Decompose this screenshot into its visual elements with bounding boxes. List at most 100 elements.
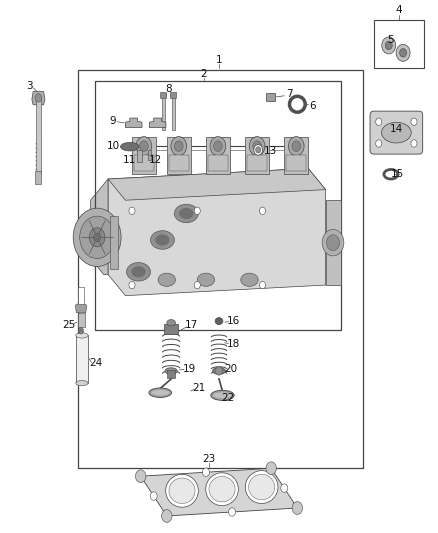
Circle shape [399,49,406,57]
Text: 24: 24 [90,358,103,368]
Circle shape [411,140,417,147]
Circle shape [78,327,84,334]
Bar [286,155,306,171]
Circle shape [253,141,261,151]
Text: 7: 7 [286,89,293,99]
Circle shape [135,470,146,482]
Ellipse shape [241,273,258,286]
Ellipse shape [131,266,146,277]
Circle shape [214,141,222,151]
Circle shape [385,41,392,50]
Circle shape [281,484,288,492]
Circle shape [259,281,265,289]
Text: 10: 10 [107,141,120,151]
Bar [80,329,82,334]
Circle shape [194,281,200,289]
Ellipse shape [158,273,176,286]
Bar [78,287,84,304]
Polygon shape [167,136,191,174]
Bar [325,200,341,285]
Text: 13: 13 [264,146,277,156]
Ellipse shape [197,273,215,286]
Circle shape [216,318,222,324]
Ellipse shape [211,390,234,400]
Bar [110,216,118,269]
Text: 5: 5 [387,35,393,45]
Ellipse shape [213,392,232,398]
Ellipse shape [149,388,172,398]
Text: 6: 6 [309,101,316,111]
Ellipse shape [179,208,194,219]
Text: 12: 12 [149,156,162,165]
Ellipse shape [387,172,395,177]
Ellipse shape [120,142,139,151]
Circle shape [150,492,157,500]
Text: 8: 8 [165,84,172,94]
Circle shape [322,229,344,256]
Circle shape [162,510,172,522]
Polygon shape [32,92,45,105]
Circle shape [292,502,303,514]
Polygon shape [141,469,297,516]
Bar [78,70,363,468]
Polygon shape [125,118,142,127]
Circle shape [215,367,223,375]
Circle shape [249,136,265,156]
Circle shape [202,468,209,477]
Ellipse shape [155,235,170,246]
Text: 15: 15 [391,169,404,179]
Circle shape [292,141,300,151]
Circle shape [266,462,276,474]
Circle shape [73,208,121,266]
Circle shape [376,118,382,125]
Circle shape [288,136,304,156]
Circle shape [35,94,42,102]
Ellipse shape [212,368,226,374]
Text: 1: 1 [215,55,223,64]
Text: 11: 11 [123,156,136,165]
Ellipse shape [169,478,195,504]
Circle shape [129,281,135,289]
Polygon shape [108,168,325,200]
Circle shape [376,140,382,147]
Bar [169,155,188,171]
Bar [164,324,178,334]
Polygon shape [245,136,269,174]
Circle shape [382,37,396,54]
Circle shape [255,147,261,153]
Text: 19: 19 [183,364,196,374]
Bar [247,155,267,171]
Text: 20: 20 [224,364,237,374]
Circle shape [411,118,417,125]
Bar [167,370,176,378]
Text: 17: 17 [185,320,198,330]
Circle shape [89,228,105,247]
FancyBboxPatch shape [370,111,423,154]
Circle shape [129,207,135,215]
Text: 4: 4 [395,5,402,15]
Ellipse shape [76,381,88,386]
Bar [162,98,165,130]
Text: 9: 9 [110,116,116,126]
Text: 23: 23 [202,454,215,464]
Bar [172,98,175,130]
Circle shape [140,141,148,151]
Polygon shape [108,168,325,296]
Ellipse shape [174,204,198,223]
Ellipse shape [150,231,174,249]
Bar [148,150,151,160]
Ellipse shape [152,390,169,395]
Circle shape [136,136,152,156]
Circle shape [174,141,183,151]
Circle shape [326,235,339,251]
Ellipse shape [209,477,235,502]
Text: 21: 21 [192,383,205,393]
Bar [208,155,228,171]
Text: 22: 22 [221,393,234,403]
Bar [78,313,85,327]
Circle shape [210,136,226,156]
Polygon shape [75,302,87,313]
Circle shape [254,144,262,155]
Ellipse shape [381,122,411,143]
Circle shape [171,136,187,156]
